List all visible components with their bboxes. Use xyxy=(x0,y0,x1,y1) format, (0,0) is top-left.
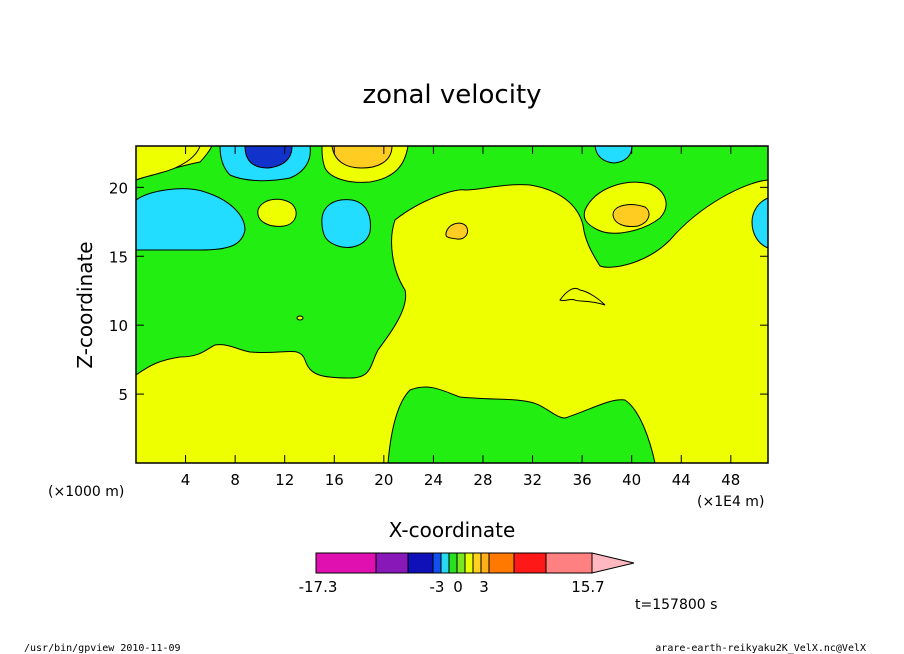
colorbar-segment xyxy=(440,552,450,574)
x-tick-label: 8 xyxy=(230,471,240,489)
cyan-blob-mid xyxy=(321,199,371,248)
y-tick-label: 20 xyxy=(109,179,128,197)
chart-title: zonal velocity xyxy=(362,80,541,110)
x-tick-label: 32 xyxy=(523,471,542,489)
colorbar-segment xyxy=(545,552,593,574)
colorbar-segment xyxy=(448,552,458,574)
colorbar-extension-arrow xyxy=(591,552,635,574)
blue-core xyxy=(244,145,293,169)
x-tick-label: 36 xyxy=(573,471,592,489)
colorbar-segment xyxy=(464,552,474,574)
cyan-region-left xyxy=(135,188,246,251)
colorbar-label: -17.3 xyxy=(299,578,338,596)
x-tick-label: 40 xyxy=(622,471,641,489)
x-axis-ticks: 4 8 12 16 20 24 28 32 36 40 44 48 xyxy=(181,146,740,489)
x-unit-right: (×1E4 m) xyxy=(697,494,764,510)
colorbar-segment xyxy=(432,552,442,574)
yellow-blob-left xyxy=(257,198,297,227)
footer-right: arare-earth-reikyaku2K_VelX.nc@VelX xyxy=(655,643,866,654)
colorbar-segment xyxy=(488,552,515,574)
y-axis-label: Z-coordinate xyxy=(73,241,97,368)
x-tick-label: 4 xyxy=(181,471,191,489)
x-tick-label: 16 xyxy=(325,471,344,489)
y-tick-label: 5 xyxy=(118,386,128,404)
colorbar-label: 0 xyxy=(453,578,463,596)
colorbar-label: 3 xyxy=(479,578,489,596)
yellow-ridge xyxy=(559,287,606,306)
colorbar-label: 15.7 xyxy=(571,578,604,596)
x-axis-label: X-coordinate xyxy=(389,518,516,542)
yellow-top-left xyxy=(135,145,201,181)
cyan-region-right xyxy=(751,197,769,249)
x-tick-label: 28 xyxy=(473,471,492,489)
x-tick-label: 44 xyxy=(672,471,691,489)
y-tick-label: 15 xyxy=(109,248,128,266)
x-unit-left: (×1000 m) xyxy=(48,484,124,500)
colorbar-segment xyxy=(472,552,482,574)
colorbar-segment xyxy=(456,552,466,574)
orange-blob-center xyxy=(445,222,469,240)
colorbar-segment xyxy=(407,552,434,574)
x-tick-label: 24 xyxy=(424,471,443,489)
green-region-bottom xyxy=(387,386,656,464)
orange-blob-right xyxy=(612,204,650,227)
x-tick-label: 12 xyxy=(275,471,294,489)
time-label: t=157800 s xyxy=(635,597,717,613)
colorbar: -17.3 -3 0 3 15.7 xyxy=(299,552,635,596)
y-axis-ticks: 5 10 15 20 xyxy=(109,179,768,404)
colorbar-segment xyxy=(480,552,490,574)
small-contour-detail xyxy=(296,315,304,321)
colorbar-segment xyxy=(513,552,547,574)
colorbar-segment xyxy=(375,552,409,574)
y-tick-label: 10 xyxy=(109,317,128,335)
footer-left: /usr/bin/gpview 2010-11-09 xyxy=(24,643,181,654)
plot-frame xyxy=(135,145,769,464)
x-tick-label: 20 xyxy=(374,471,393,489)
orange-top-center xyxy=(331,145,393,169)
contour-plot xyxy=(135,145,769,464)
colorbar-label: -3 xyxy=(430,578,445,596)
colorbar-segment xyxy=(315,552,377,574)
x-tick-label: 48 xyxy=(721,471,740,489)
